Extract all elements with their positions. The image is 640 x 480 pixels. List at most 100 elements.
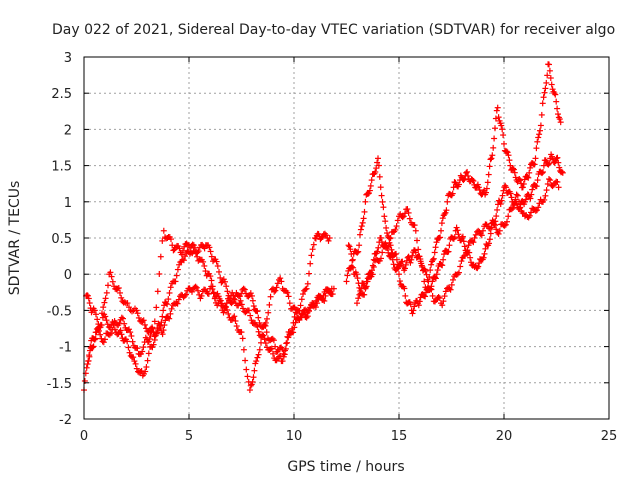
data-point — [302, 286, 309, 293]
data-point — [159, 331, 166, 338]
data-point — [98, 335, 105, 342]
data-point — [208, 253, 215, 260]
data-point — [118, 294, 125, 301]
data-point — [118, 314, 125, 321]
data-point — [399, 258, 406, 265]
data-point — [380, 204, 387, 211]
x-axis-label: GPS time / hours — [287, 459, 404, 475]
data-point — [478, 232, 485, 239]
data-point — [347, 246, 354, 253]
chart-title: Day 022 of 2021, Sidereal Day-to-day VTE… — [52, 22, 615, 38]
data-point — [496, 227, 503, 234]
data-point — [310, 241, 317, 248]
data-point — [131, 358, 138, 365]
data-point — [365, 190, 372, 197]
data-point — [417, 258, 424, 265]
data-point — [124, 338, 131, 345]
data-point — [554, 154, 561, 161]
data-point — [354, 249, 361, 256]
data-point — [237, 297, 244, 304]
data-point — [519, 197, 526, 204]
y-tick-label: 1 — [64, 196, 72, 211]
data-point — [250, 374, 257, 381]
data-point — [302, 306, 309, 313]
data-point — [172, 278, 179, 285]
data-point — [86, 352, 93, 359]
data-point — [144, 357, 151, 364]
data-point — [363, 278, 370, 285]
data-point — [373, 165, 380, 172]
data-point — [255, 328, 262, 335]
data-point — [254, 354, 261, 361]
data-point — [508, 206, 515, 213]
data-point — [462, 252, 468, 259]
data-point — [540, 162, 547, 169]
data-point — [555, 111, 561, 118]
data-point — [273, 284, 280, 291]
data-point — [429, 256, 436, 263]
data-point — [542, 85, 549, 92]
data-point — [483, 189, 489, 196]
data-point — [546, 176, 552, 183]
data-point — [544, 72, 551, 79]
data-point — [555, 184, 562, 191]
data-point — [180, 257, 187, 264]
data-point — [386, 239, 393, 246]
data-point — [511, 201, 518, 208]
data-point — [544, 180, 551, 187]
data-point — [129, 338, 136, 345]
data-point — [134, 310, 141, 317]
data-point — [443, 207, 450, 214]
data-point — [272, 343, 279, 350]
data-point — [274, 280, 281, 287]
data-point — [519, 184, 526, 191]
data-point — [154, 288, 161, 295]
data-point — [285, 334, 292, 341]
data-point — [490, 144, 497, 151]
data-point — [412, 227, 419, 234]
data-point — [231, 296, 238, 303]
data-point — [255, 314, 262, 321]
data-point — [218, 302, 225, 309]
data-point — [354, 300, 360, 307]
data-point — [267, 293, 274, 300]
data-point — [461, 243, 468, 250]
x-tick-label: 10 — [286, 429, 303, 444]
data-point — [130, 354, 137, 361]
data-point — [224, 306, 231, 313]
data-point — [480, 227, 486, 234]
data-point — [505, 152, 512, 159]
data-point — [165, 296, 172, 303]
data-point — [192, 283, 199, 290]
data-point — [279, 358, 286, 365]
data-point — [527, 195, 534, 202]
data-point — [529, 186, 536, 193]
data-point — [344, 272, 351, 279]
data-point — [549, 183, 556, 190]
data-point — [501, 140, 507, 147]
data-point — [388, 252, 395, 259]
data-point — [393, 250, 399, 257]
data-point — [146, 335, 153, 342]
data-point — [260, 332, 267, 339]
data-point — [475, 184, 482, 191]
data-point — [246, 307, 252, 314]
data-point — [207, 273, 214, 280]
data-point — [243, 366, 250, 373]
data-point — [92, 335, 99, 342]
data-point — [532, 207, 539, 214]
data-point — [525, 174, 532, 181]
data-point — [90, 343, 97, 350]
data-point — [372, 168, 379, 175]
data-point — [240, 346, 247, 353]
data-point — [195, 248, 202, 255]
data-point — [475, 263, 482, 270]
data-point — [482, 245, 489, 252]
data-point — [535, 134, 542, 141]
data-point — [476, 260, 483, 267]
data-point — [290, 319, 297, 326]
data-point — [494, 104, 501, 111]
data-point — [402, 265, 408, 272]
data-point — [446, 242, 453, 249]
